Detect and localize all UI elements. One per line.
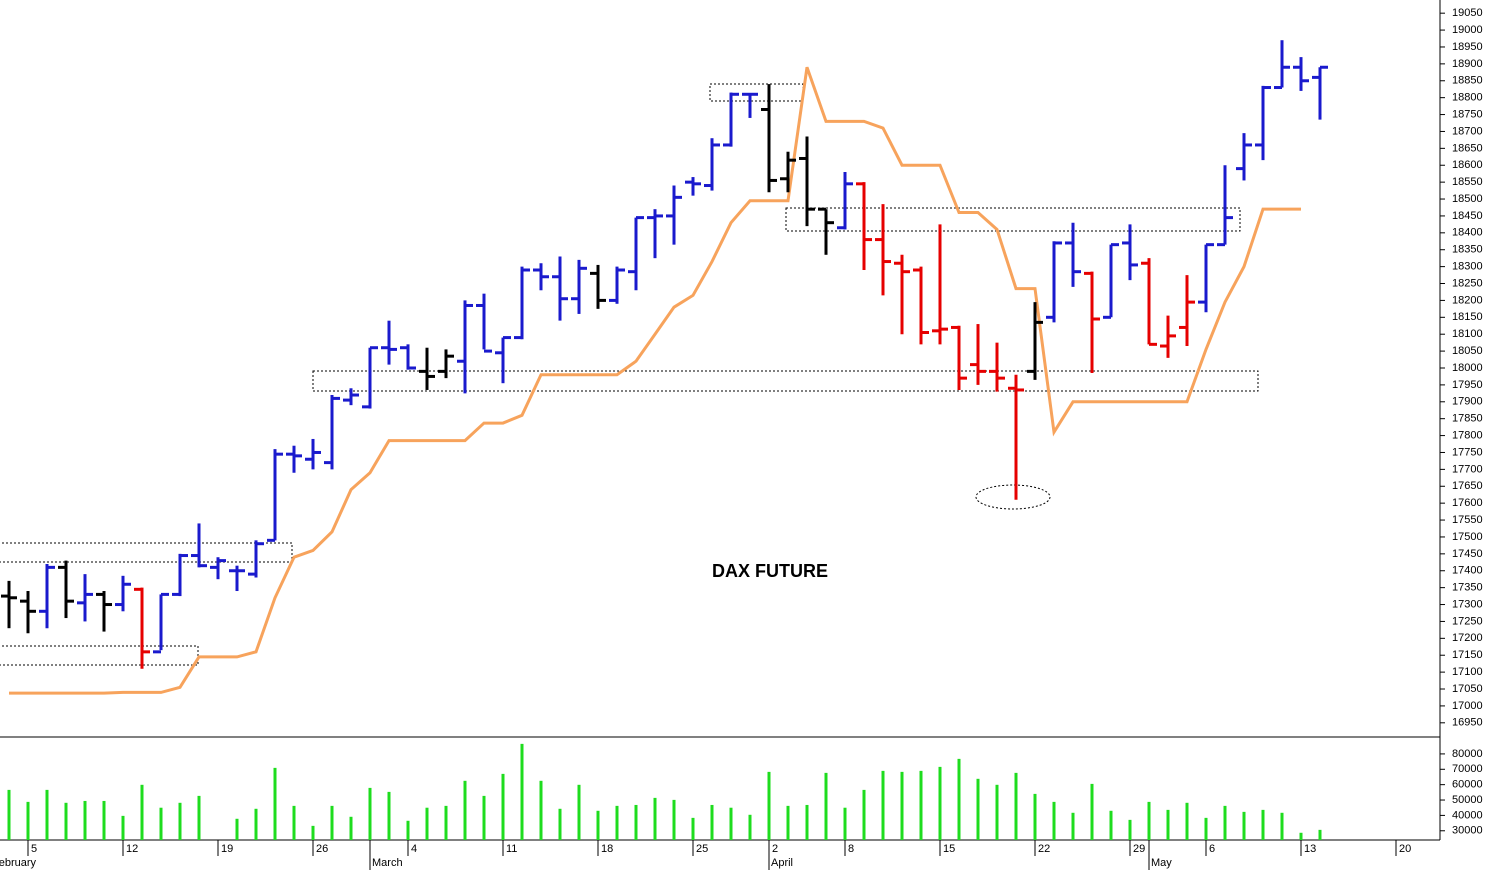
y-tick-label: 17900 bbox=[1452, 396, 1483, 408]
month-label: February bbox=[0, 857, 37, 869]
y-tick-label: 17400 bbox=[1452, 565, 1483, 577]
month-label: April bbox=[771, 857, 793, 869]
y-tick-label: 19000 bbox=[1452, 24, 1483, 36]
y-tick-label: 17700 bbox=[1452, 463, 1483, 475]
volume-tick-label: 60000 bbox=[1452, 779, 1483, 791]
y-tick-label: 17250 bbox=[1452, 615, 1483, 627]
annotation-box bbox=[312, 370, 1259, 392]
month-label: May bbox=[1151, 857, 1172, 869]
y-tick-label: 16950 bbox=[1452, 717, 1483, 729]
x-tick-label: 4 bbox=[411, 843, 417, 855]
volume-tick-label: 50000 bbox=[1452, 794, 1483, 806]
y-tick-label: 17750 bbox=[1452, 446, 1483, 458]
x-tick-label: 8 bbox=[848, 843, 854, 855]
y-tick-label: 18250 bbox=[1452, 277, 1483, 289]
y-tick-label: 18600 bbox=[1452, 159, 1483, 171]
annotation-ellipse bbox=[975, 484, 1051, 510]
x-tick-label: 5 bbox=[31, 843, 37, 855]
y-tick-label: 18350 bbox=[1452, 244, 1483, 256]
x-tick-label: 6 bbox=[1209, 843, 1215, 855]
volume-tick-label: 80000 bbox=[1452, 748, 1483, 760]
month-label: March bbox=[372, 857, 403, 869]
chart-title: DAX FUTURE bbox=[712, 561, 828, 581]
y-tick-label: 17800 bbox=[1452, 429, 1483, 441]
y-tick-label: 18200 bbox=[1452, 294, 1483, 306]
y-tick-label: 18900 bbox=[1452, 58, 1483, 70]
x-tick-label: 2 bbox=[772, 843, 778, 855]
y-tick-label: 18700 bbox=[1452, 125, 1483, 137]
y-tick-label: 18650 bbox=[1452, 142, 1483, 154]
y-tick-label: 18950 bbox=[1452, 41, 1483, 53]
y-tick-label: 17550 bbox=[1452, 514, 1483, 526]
y-tick-label: 18400 bbox=[1452, 227, 1483, 239]
y-tick-label: 17000 bbox=[1452, 700, 1483, 712]
y-tick-label: 17500 bbox=[1452, 531, 1483, 543]
y-tick-label: 17600 bbox=[1452, 497, 1483, 509]
x-tick-label: 25 bbox=[696, 843, 708, 855]
x-tick-label: 15 bbox=[943, 843, 955, 855]
x-tick-label: 29 bbox=[1133, 843, 1145, 855]
x-tick-label: 13 bbox=[1304, 843, 1316, 855]
annotation-box bbox=[0, 645, 199, 666]
y-tick-label: 18150 bbox=[1452, 311, 1483, 323]
y-tick-label: 17950 bbox=[1452, 379, 1483, 391]
y-tick-label: 18000 bbox=[1452, 362, 1483, 374]
y-tick-label: 18450 bbox=[1452, 210, 1483, 222]
y-tick-label: 18850 bbox=[1452, 75, 1483, 87]
y-tick-label: 17350 bbox=[1452, 582, 1483, 594]
x-tick-label: 19 bbox=[221, 843, 233, 855]
annotation-box bbox=[785, 207, 1241, 232]
y-tick-label: 18800 bbox=[1452, 92, 1483, 104]
y-tick-label: 17300 bbox=[1452, 598, 1483, 610]
y-tick-label: 17200 bbox=[1452, 632, 1483, 644]
y-tick-label: 17100 bbox=[1452, 666, 1483, 678]
y-tick-label: 18050 bbox=[1452, 345, 1483, 357]
y-tick-label: 17850 bbox=[1452, 413, 1483, 425]
y-tick-label: 18100 bbox=[1452, 328, 1483, 340]
x-tick-label: 26 bbox=[316, 843, 328, 855]
volume-tick-label: 70000 bbox=[1452, 763, 1483, 775]
y-tick-label: 18550 bbox=[1452, 176, 1483, 188]
y-tick-label: 17150 bbox=[1452, 649, 1483, 661]
annotation-box bbox=[709, 83, 804, 102]
y-tick-label: 17650 bbox=[1452, 480, 1483, 492]
y-tick-label: 19050 bbox=[1452, 7, 1483, 19]
y-tick-label: 18300 bbox=[1452, 261, 1483, 273]
annotation-box bbox=[0, 542, 293, 563]
x-tick-label: 11 bbox=[506, 843, 517, 855]
x-tick-label: 20 bbox=[1399, 843, 1411, 855]
x-tick-label: 12 bbox=[126, 843, 138, 855]
y-tick-label: 18500 bbox=[1452, 193, 1483, 205]
x-tick-label: 22 bbox=[1038, 843, 1050, 855]
volume-tick-label: 30000 bbox=[1452, 825, 1483, 837]
y-tick-label: 17050 bbox=[1452, 683, 1483, 695]
volume-tick-label: 40000 bbox=[1452, 809, 1483, 821]
x-tick-label: 18 bbox=[601, 843, 613, 855]
y-tick-label: 17450 bbox=[1452, 548, 1483, 560]
stop-line bbox=[9, 66, 1301, 695]
y-tick-label: 18750 bbox=[1452, 108, 1483, 120]
